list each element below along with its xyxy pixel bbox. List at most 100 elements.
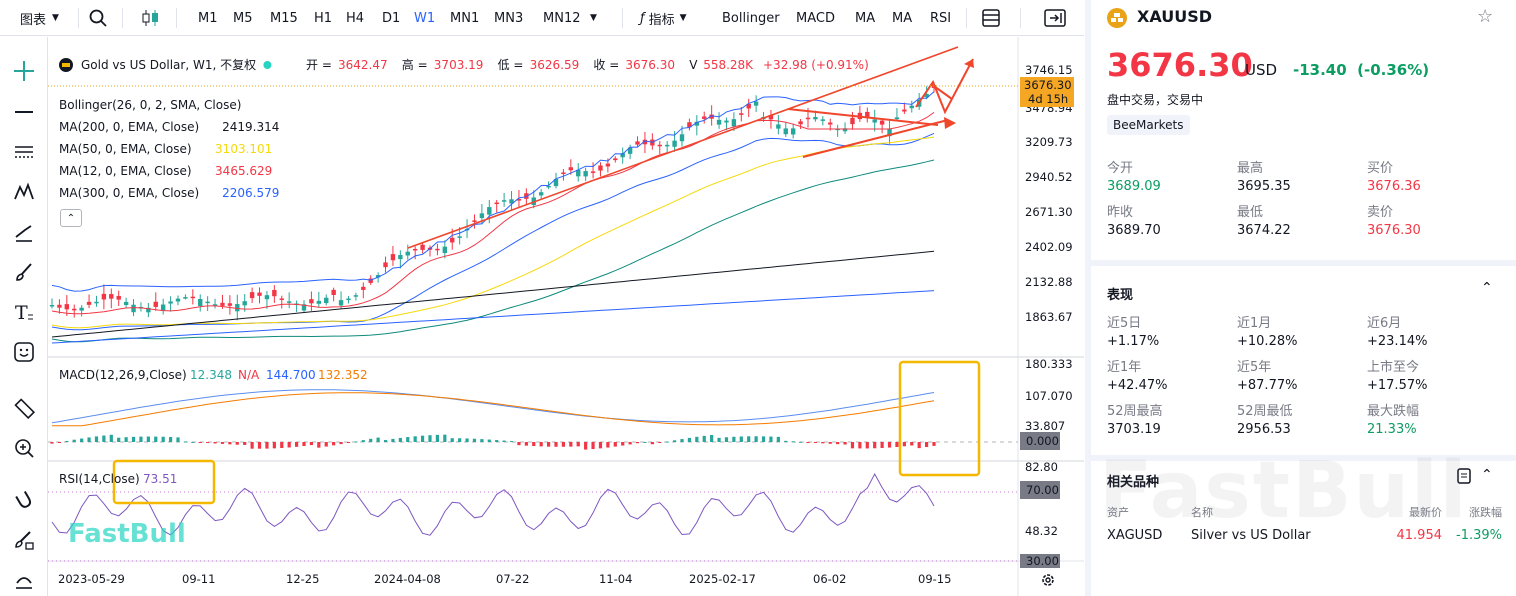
performance-grid: 近5日 +1.17% 近1月 +10.28% 近6月 +23.14% 近1年 +42.47% 近… [1107,315,1497,439]
candle-body [420,244,425,250]
timeframe-w1[interactable]: W1 [414,10,436,26]
settings-gear-icon[interactable] [1038,570,1058,590]
wave-pattern-icon[interactable] [4,176,44,208]
candle-body [272,290,277,297]
currency-label: USD [1245,61,1278,79]
related-change: -1.39% [1456,528,1502,543]
macd-tag-bg [1020,432,1060,450]
candle-body [72,308,77,311]
indicator-legend-name: MA(12, 0, EMA, Close) [59,164,192,178]
timeframe-m15[interactable]: M15 [270,10,298,26]
search-icon[interactable] [88,0,108,36]
indicator-ma-3[interactable]: MA [892,10,913,26]
macd-bar [324,442,328,447]
time-axis-label: 09-11 [182,572,215,586]
indicator-rsi-4[interactable]: RSI [930,10,952,26]
timeframe-m5[interactable]: M5 [233,10,253,26]
macd-bar [776,436,780,442]
magnet-icon[interactable] [4,484,44,516]
performance-label: 近5年 [1237,360,1272,375]
parallel-lines-icon[interactable] [4,136,44,168]
performance-value: 2956.53 [1237,422,1291,437]
zoom-in-icon[interactable] [4,432,44,464]
performance-item: 近5年 +87.77% [1237,359,1367,395]
candle-body [361,286,366,290]
macd-bar [769,436,773,442]
chevron-down-icon: ▼ [679,13,687,23]
performance-item: 52周最低 2956.53 [1237,403,1367,439]
macd-bar [650,442,654,445]
candle-body [264,295,270,300]
timeframe-h1[interactable]: H1 [314,10,333,26]
candle-body [524,193,529,199]
macd-bar [569,442,573,447]
timeframe-mn3[interactable]: MN3 [494,10,524,26]
collapse-legend-button[interactable]: ⌃ [60,209,82,227]
related-row[interactable]: XAGUSD Silver vs US Dollar 41.954 -1.39% [1107,528,1502,548]
timeframe-d1[interactable]: D1 [382,10,401,26]
visibility-icon[interactable] [4,564,44,596]
macd-bar [665,441,669,443]
time-axis-label: 2025-02-17 [689,572,756,586]
price-chart-svg[interactable]: 3746.153478.943209.732940.522671.302402.… [48,37,1084,596]
candle-body [435,248,440,251]
price-tag [1020,77,1074,107]
candle-body [620,153,625,158]
collapse-panel-icon[interactable] [1044,0,1066,36]
brush-icon[interactable] [4,256,44,288]
quote-value: 3674.22 [1237,223,1291,238]
time-axis-label: 07-22 [496,572,529,586]
timeframe-mn12[interactable]: MN12 [543,10,581,26]
timeframe-h4[interactable]: H4 [346,10,365,26]
macd-bar [680,439,684,442]
crosshair-icon[interactable] [4,55,44,87]
candle-body [227,303,233,306]
macd-bar [309,442,314,446]
macd-bar [443,434,447,442]
timeframe-mn1[interactable]: MN1 [450,10,480,26]
volume-label: V [689,58,698,72]
macd-bar [317,442,321,448]
macd-bar [858,442,862,449]
ohlc-label: 高 = [402,57,428,72]
candle-body [220,302,225,306]
candle-body [842,128,848,132]
price-change: -13.40 (-0.36%) [1293,61,1430,79]
macd-bar [821,442,825,444]
text-tool-icon[interactable]: T [4,296,44,328]
indicator-bollinger-0[interactable]: Bollinger [722,10,780,26]
candle-body [109,294,114,299]
macd-bar [146,436,150,442]
macd-bar [154,436,158,442]
macd-bar [346,442,351,443]
chart-area[interactable]: 3746.15 3478.94 3209.73 2940.52 2671.30 2402.… [48,37,1084,596]
indicator-macd-1[interactable]: MACD [796,10,835,26]
chevron-down-icon[interactable]: ▼ [590,13,597,23]
emoji-icon[interactable] [4,336,44,368]
macd-bar [228,442,232,445]
chart-type-dropdown[interactable]: 图表 ▼ [20,0,59,36]
macd-bar [843,442,847,445]
layout-icon[interactable] [982,0,1000,36]
indicators-button[interactable]: ƒ 指标 ▼ [640,0,687,36]
candlestick-icon[interactable] [140,0,162,36]
chevron-up-icon[interactable]: ⌃ [1481,467,1493,483]
macd-bar [509,441,514,443]
document-icon[interactable] [1457,468,1471,488]
horizontal-line-icon[interactable] [4,96,44,128]
indicator-ma-2[interactable]: MA [855,10,876,26]
svg-text:T: T [15,302,28,323]
star-icon[interactable]: ☆ [1477,6,1494,27]
chevron-up-icon[interactable]: ⌃ [1481,280,1493,296]
performance-label: 近1月 [1237,316,1272,331]
price-axis-label: 2940.52 [1025,170,1073,184]
trend-tool-icon[interactable] [4,216,44,248]
ruler-icon[interactable] [4,392,44,424]
quote-item: 昨收 3689.70 [1107,204,1237,240]
lock-drawing-icon[interactable] [4,524,44,556]
macd-bar [813,442,818,443]
timeframe-m1[interactable]: M1 [198,10,218,26]
candle-body [679,134,685,142]
price-axis-label: 2671.30 [1025,205,1073,219]
projection-arrow-mid [930,83,953,100]
